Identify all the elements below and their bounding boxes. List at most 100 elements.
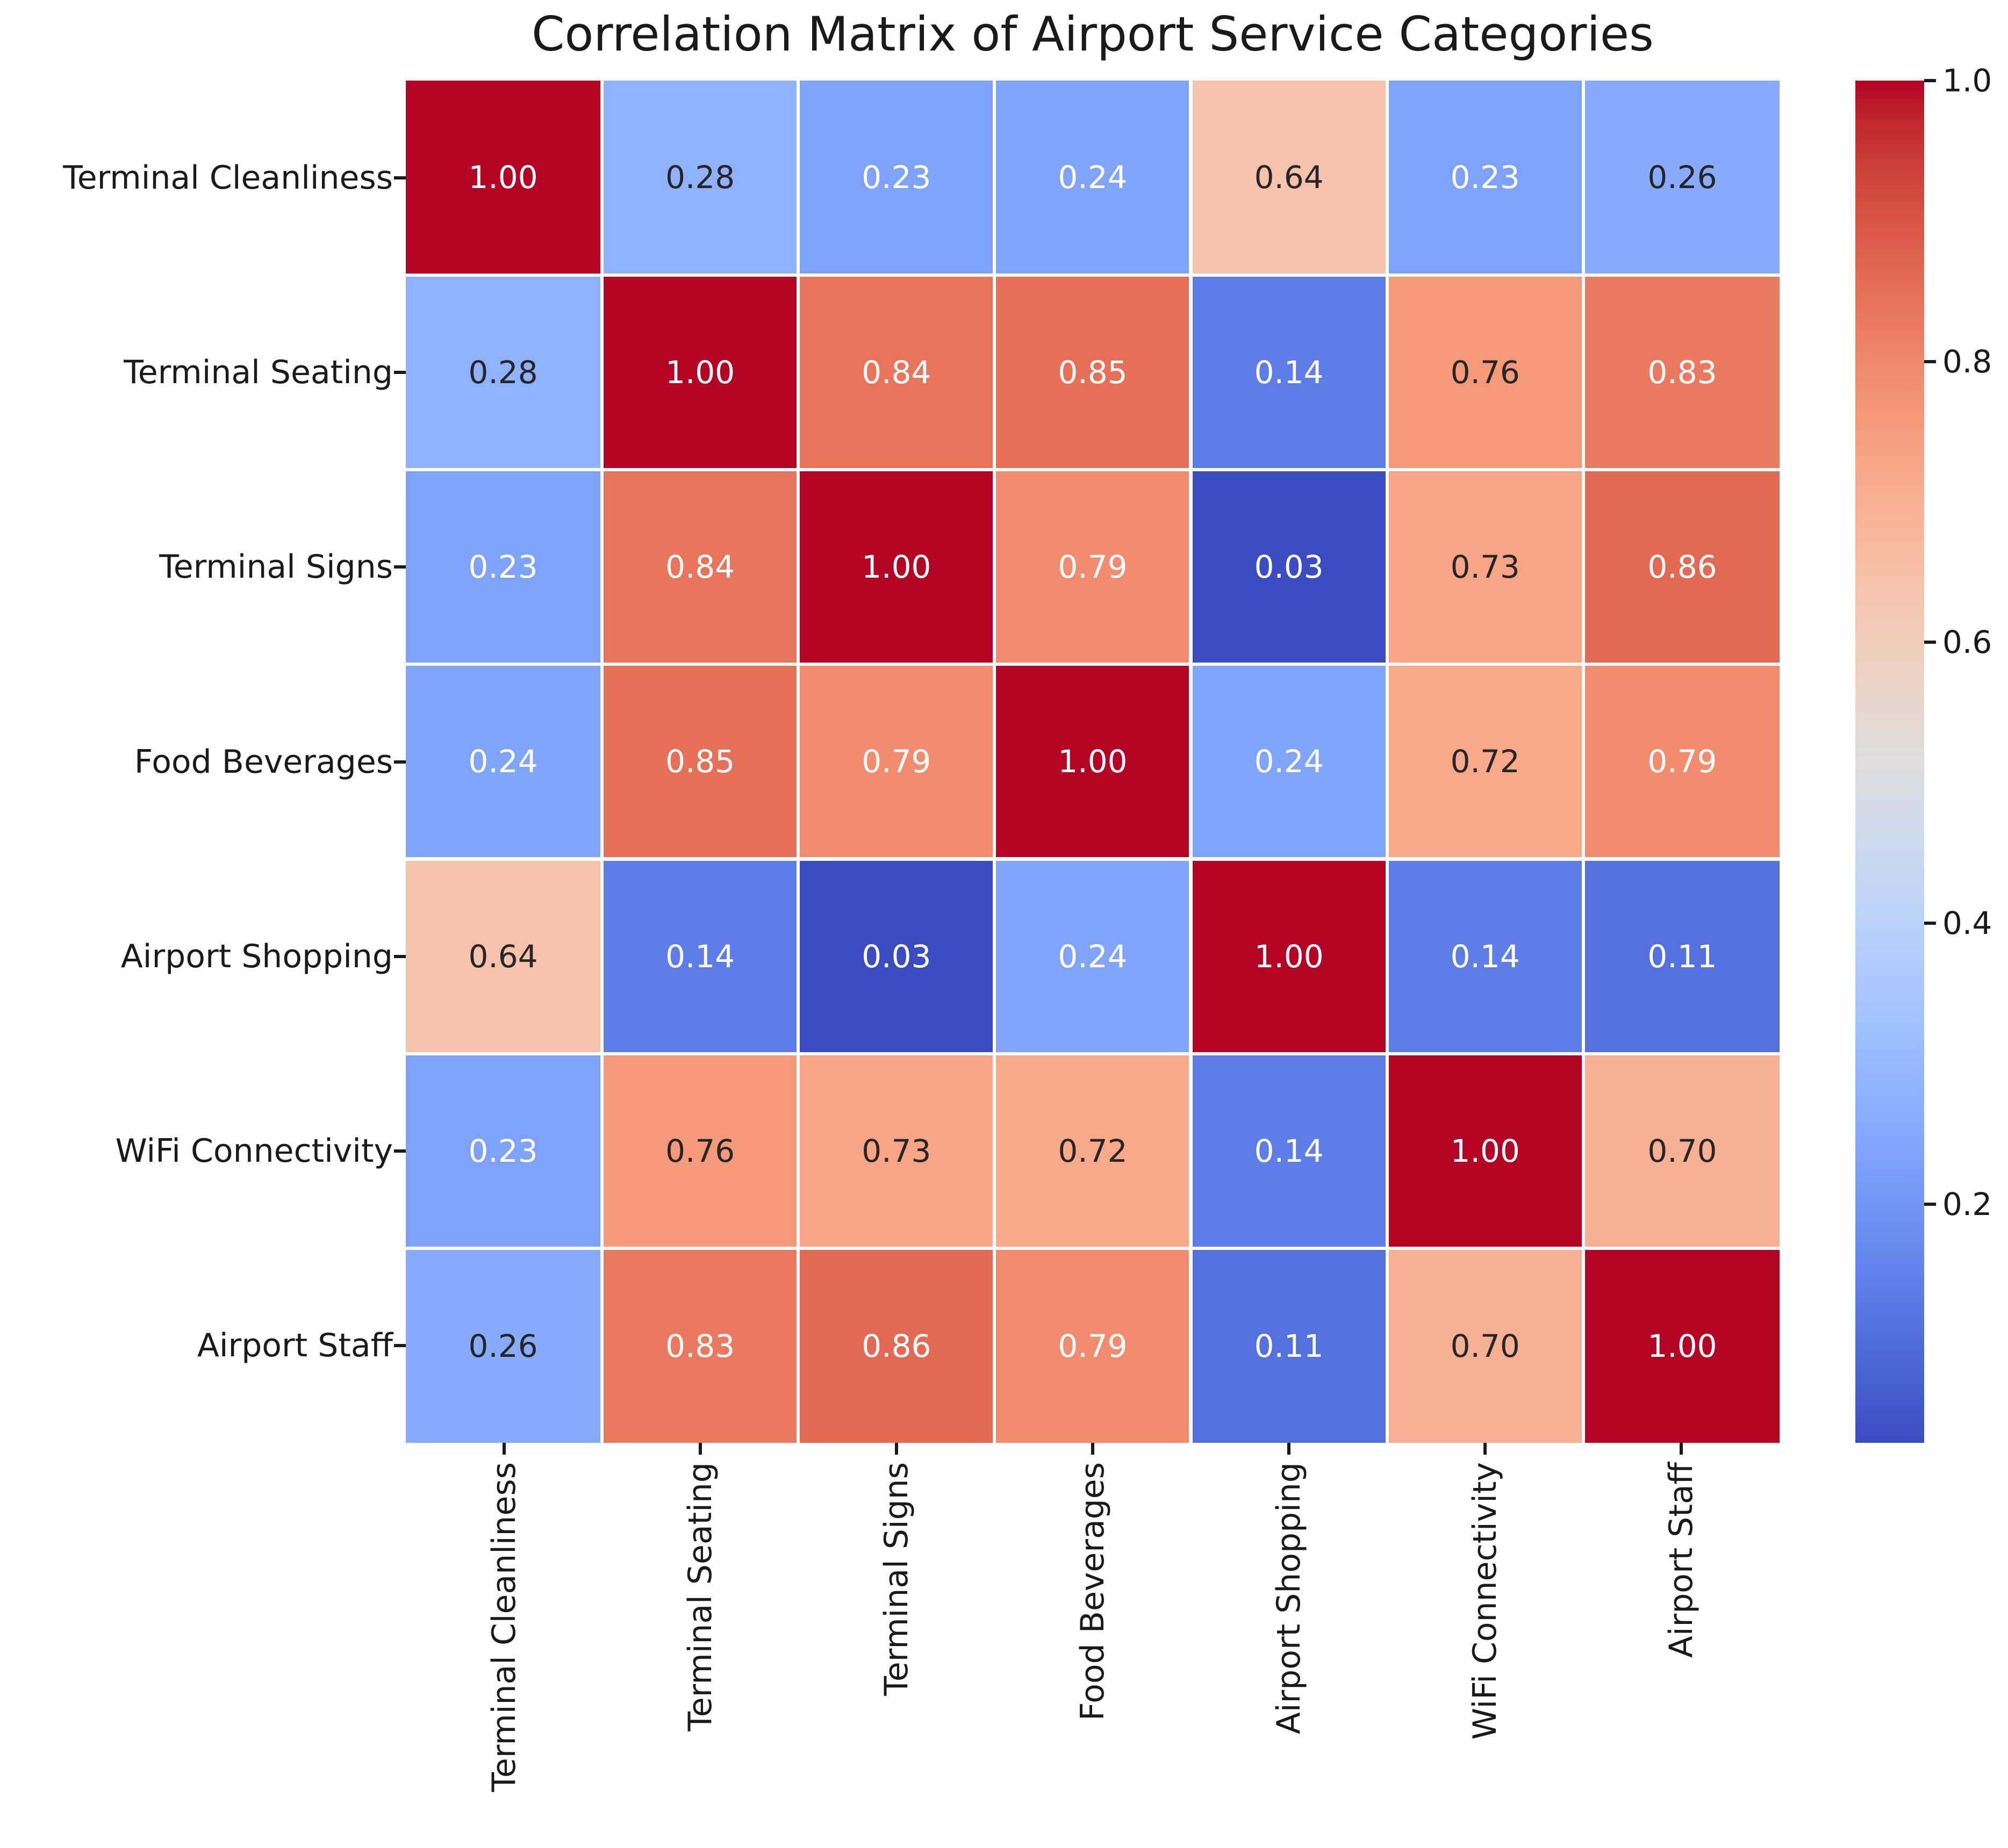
y-tick-mark bbox=[394, 371, 406, 375]
row-label: Terminal Seating bbox=[124, 354, 393, 392]
x-tick-mark bbox=[894, 1443, 898, 1455]
cell-annotation: 0.24 bbox=[1058, 938, 1128, 975]
heatmap-cell: 0.64 bbox=[1192, 81, 1386, 274]
cell-annotation: 0.73 bbox=[1450, 549, 1520, 586]
heatmap-cell: 0.28 bbox=[604, 81, 797, 274]
row-label: Terminal Cleanliness bbox=[63, 159, 393, 197]
cell-annotation: 1.00 bbox=[665, 354, 735, 391]
heatmap-cell: 0.84 bbox=[800, 277, 993, 469]
row-label: Airport Shopping bbox=[120, 937, 393, 975]
heatmap-cell: 0.28 bbox=[406, 277, 601, 469]
heatmap-grid: 1.00 0.28 0.23 0.24 0.64 0.23 0.26 0.28 1.00 0.84… bbox=[406, 81, 1780, 1443]
cell-annotation: 0.79 bbox=[1647, 743, 1717, 780]
cell-annotation: 0.73 bbox=[862, 1132, 931, 1169]
heatmap-cell: 0.86 bbox=[1584, 471, 1780, 663]
cell-annotation: 0.79 bbox=[1058, 1328, 1128, 1365]
column-label: Airport Staff bbox=[1662, 1462, 1701, 1658]
cell-annotation: 0.24 bbox=[1254, 743, 1324, 780]
heatmap-cell: 0.11 bbox=[1192, 1249, 1386, 1443]
cell-annotation: 0.03 bbox=[862, 938, 931, 975]
heatmap-cell: 0.79 bbox=[996, 471, 1189, 663]
cell-annotation: 0.72 bbox=[1450, 743, 1520, 780]
cell-annotation: 0.72 bbox=[1058, 1132, 1128, 1169]
heatmap-cell: 0.72 bbox=[1388, 666, 1582, 858]
cell-annotation: 0.70 bbox=[1647, 1132, 1717, 1169]
y-tick-mark bbox=[394, 1343, 406, 1347]
y-tick-mark bbox=[394, 1149, 406, 1153]
row-label: WiFi Connectivity bbox=[115, 1132, 393, 1170]
colorbar-gradient bbox=[1855, 81, 1924, 1443]
heatmap-cell: 0.79 bbox=[996, 1249, 1189, 1443]
heatmap-cell: 0.24 bbox=[996, 860, 1189, 1052]
heatmap-cell: 1.00 bbox=[996, 666, 1189, 858]
heatmap-cell: 0.24 bbox=[996, 81, 1189, 274]
y-tick-mark bbox=[394, 176, 406, 180]
heatmap-cell: 0.11 bbox=[1584, 860, 1780, 1052]
cell-annotation: 0.28 bbox=[665, 159, 735, 196]
heatmap-cell: 0.76 bbox=[604, 1055, 797, 1247]
heatmap-cell: 0.64 bbox=[406, 860, 601, 1052]
heatmap-cell: 0.70 bbox=[1388, 1249, 1582, 1443]
y-tick-mark bbox=[394, 760, 406, 764]
heatmap-cell: 0.83 bbox=[604, 1249, 797, 1443]
cell-annotation: 0.79 bbox=[862, 743, 931, 780]
column-label: Food Beverages bbox=[1074, 1462, 1111, 1721]
cell-annotation: 1.00 bbox=[1647, 1328, 1717, 1365]
cell-annotation: 0.23 bbox=[862, 159, 931, 196]
heatmap-cell: 0.23 bbox=[1388, 81, 1582, 274]
heatmap-cell: 0.14 bbox=[1192, 1055, 1386, 1247]
heatmap-cell: 0.86 bbox=[800, 1249, 993, 1443]
x-tick-mark bbox=[1483, 1443, 1487, 1455]
column-label: Terminal Cleanliness bbox=[485, 1462, 523, 1792]
heatmap-cell: 0.14 bbox=[1192, 277, 1386, 469]
cell-annotation: 0.26 bbox=[468, 1328, 538, 1365]
cell-annotation: 0.70 bbox=[1450, 1328, 1520, 1365]
cell-annotation: 0.11 bbox=[1254, 1328, 1324, 1365]
cell-annotation: 1.00 bbox=[1254, 938, 1324, 975]
cell-annotation: 0.28 bbox=[468, 354, 538, 391]
colorbar-tick-label: 0.6 bbox=[1942, 624, 1992, 661]
cell-annotation: 0.86 bbox=[1647, 549, 1717, 586]
heatmap-cell: 0.14 bbox=[604, 860, 797, 1052]
heatmap-cell: 0.23 bbox=[800, 81, 993, 274]
colorbar-tick-label: 0.2 bbox=[1942, 1185, 1992, 1223]
heatmap-cell: 0.76 bbox=[1388, 277, 1582, 469]
heatmap-cell: 1.00 bbox=[1192, 860, 1386, 1052]
heatmap-cell: 0.23 bbox=[406, 471, 601, 663]
y-tick-mark bbox=[394, 954, 406, 958]
heatmap-cell: 0.70 bbox=[1584, 1055, 1780, 1247]
cell-annotation: 0.76 bbox=[665, 1132, 735, 1169]
cell-annotation: 1.00 bbox=[862, 549, 931, 586]
colorbar-tick-mark bbox=[1924, 641, 1936, 644]
heatmap-cell: 0.79 bbox=[800, 666, 993, 858]
column-label: WiFi Connectivity bbox=[1466, 1462, 1504, 1740]
cell-annotation: 0.14 bbox=[1254, 354, 1324, 391]
column-label: Airport Shopping bbox=[1270, 1462, 1308, 1735]
cell-annotation: 1.00 bbox=[1058, 743, 1128, 780]
colorbar-tick-mark bbox=[1924, 922, 1936, 925]
cell-annotation: 0.83 bbox=[665, 1328, 735, 1365]
colorbar-tick-label: 0.4 bbox=[1942, 905, 1992, 942]
cell-annotation: 0.85 bbox=[665, 743, 735, 780]
cell-annotation: 0.14 bbox=[1450, 938, 1520, 975]
colorbar-tick-label: 0.8 bbox=[1942, 343, 1992, 380]
colorbar-tick-mark bbox=[1924, 1202, 1936, 1206]
cell-annotation: 0.84 bbox=[665, 549, 735, 586]
cell-annotation: 0.84 bbox=[862, 354, 931, 391]
colorbar-tick-mark bbox=[1924, 359, 1936, 363]
heatmap-cell: 0.73 bbox=[1388, 471, 1582, 663]
colorbar-tick-label: 1.0 bbox=[1942, 62, 1992, 99]
heatmap-cell: 0.24 bbox=[1192, 666, 1386, 858]
heatmap-cell: 1.00 bbox=[1388, 1055, 1582, 1247]
cell-annotation: 0.86 bbox=[862, 1328, 931, 1365]
heatmap-cell: 0.85 bbox=[604, 666, 797, 858]
cell-annotation: 0.14 bbox=[665, 938, 735, 975]
x-tick-mark bbox=[502, 1443, 506, 1455]
heatmap-cell: 0.85 bbox=[996, 277, 1189, 469]
cell-annotation: 0.64 bbox=[1254, 159, 1324, 196]
heatmap-cell: 0.26 bbox=[1584, 81, 1780, 274]
cell-annotation: 0.83 bbox=[1647, 354, 1717, 391]
heatmap-cell: 1.00 bbox=[604, 277, 797, 469]
heatmap-cell: 0.24 bbox=[406, 666, 601, 858]
y-tick-mark bbox=[394, 565, 406, 569]
